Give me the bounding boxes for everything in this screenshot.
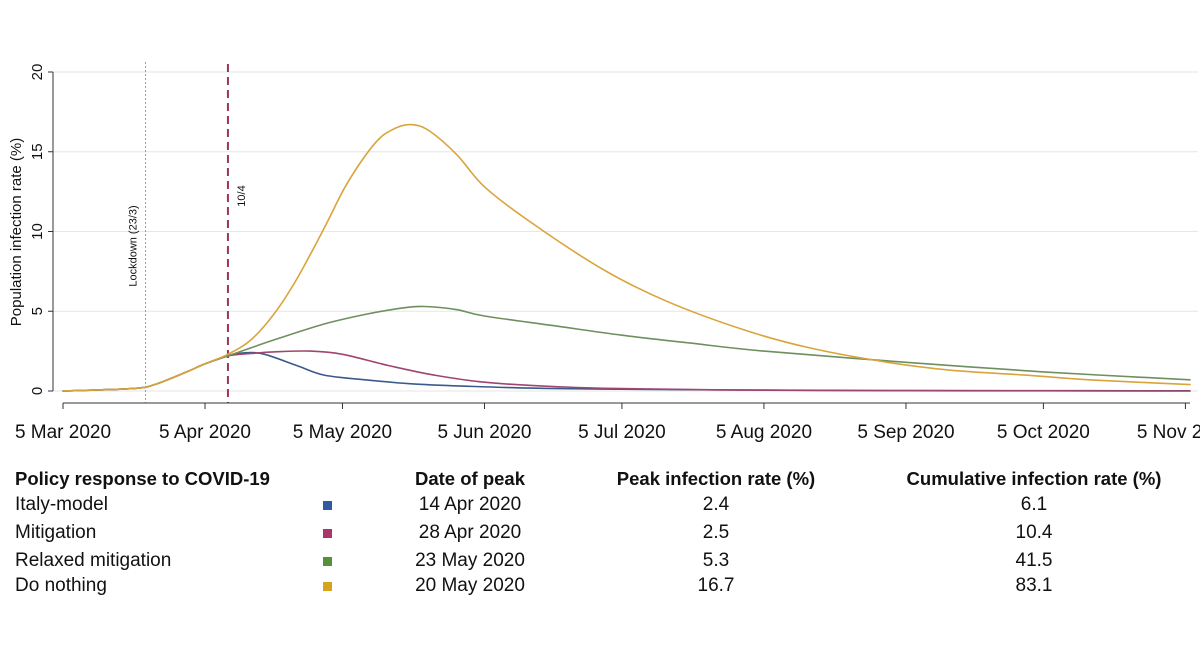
y-tick-label: 15 xyxy=(29,143,46,160)
x-tick-label: 5 Nov 2020 xyxy=(1137,422,1200,443)
cumulative-rate: 10.4 xyxy=(1015,522,1053,543)
legend-swatch xyxy=(323,529,332,538)
x-tick-label: 5 Mar 2020 xyxy=(15,422,111,443)
legend-swatch xyxy=(323,582,332,591)
axes: 0 5 10 15 20 5 Mar 2020 5 Apr 2020 5 May 2020 5 … xyxy=(15,64,1200,443)
y-axis-title: Population infection rate (%) xyxy=(8,138,25,326)
summary-table: Policy response to COVID-19 Date of peak… xyxy=(0,466,1200,606)
table-row: Italy-model 14 Apr 2020 2.4 6.1 xyxy=(0,492,1200,517)
legend-swatch xyxy=(323,557,332,566)
table-header-row: Policy response to COVID-19 Date of peak… xyxy=(0,466,1200,491)
peak-date: 14 Apr 2020 xyxy=(418,494,522,515)
policy-name: Do nothing xyxy=(15,575,107,596)
annotations: Lockdown (23/3) 10/4 xyxy=(127,62,248,403)
peak-rate: 16.7 xyxy=(697,575,735,596)
gridlines xyxy=(53,71,1198,392)
series-lines xyxy=(62,123,1191,392)
header-peak-rate: Peak infection rate (%) xyxy=(616,468,816,489)
table-row: Relaxed mitigation 23 May 2020 5.3 41.5 xyxy=(0,548,1200,573)
cumulative-rate: 6.1 xyxy=(1020,494,1048,515)
table-row: Do nothing 20 May 2020 16.7 83.1 xyxy=(0,573,1200,598)
header-cumulative-rate: Cumulative infection rate (%) xyxy=(906,468,1162,489)
y-tick-label: 10 xyxy=(29,223,46,240)
x-tick-label: 5 Aug 2020 xyxy=(716,422,812,443)
legend-swatch xyxy=(323,501,332,510)
x-tick-label: 5 Apr 2020 xyxy=(159,422,251,443)
table-row: Mitigation 28 Apr 2020 2.5 10.4 xyxy=(0,520,1200,545)
x-tick-label: 5 Jul 2020 xyxy=(578,422,666,443)
x-tick-label: 5 Sep 2020 xyxy=(857,422,954,443)
reference-line-label: 10/4 xyxy=(236,185,248,206)
y-tick-label: 5 xyxy=(29,307,46,315)
series-line-do-nothing xyxy=(62,123,1191,392)
x-tick-label: 5 Jun 2020 xyxy=(437,422,531,443)
peak-date: 23 May 2020 xyxy=(415,550,525,571)
x-tick-label: 5 May 2020 xyxy=(293,422,392,443)
y-tick-label: 0 xyxy=(29,387,46,395)
series-line-italy-model xyxy=(62,351,1191,392)
cumulative-rate: 41.5 xyxy=(1015,550,1053,571)
peak-rate: 2.5 xyxy=(702,522,730,543)
cumulative-rate: 83.1 xyxy=(1015,575,1053,596)
policy-name: Mitigation xyxy=(15,522,97,543)
policy-name: Relaxed mitigation xyxy=(15,550,172,571)
peak-rate: 5.3 xyxy=(702,550,730,571)
reference-line-label: Lockdown (23/3) xyxy=(127,205,139,286)
x-tick-label: 5 Oct 2020 xyxy=(997,422,1090,443)
header-date-of-peak: Date of peak xyxy=(414,468,526,489)
peak-date: 20 May 2020 xyxy=(415,575,525,596)
peak-rate: 2.4 xyxy=(702,494,730,515)
policy-name: Italy-model xyxy=(15,494,108,515)
header-policy: Policy response to COVID-19 xyxy=(15,468,270,489)
peak-date: 28 Apr 2020 xyxy=(418,522,522,543)
series-line-relaxed-mitigation xyxy=(62,305,1191,392)
y-tick-label: 20 xyxy=(29,64,46,81)
infection-rate-chart: Lockdown (23/3) 10/4 0 5 10 15 20 5 Mar 2020 5 … xyxy=(8,62,1200,443)
